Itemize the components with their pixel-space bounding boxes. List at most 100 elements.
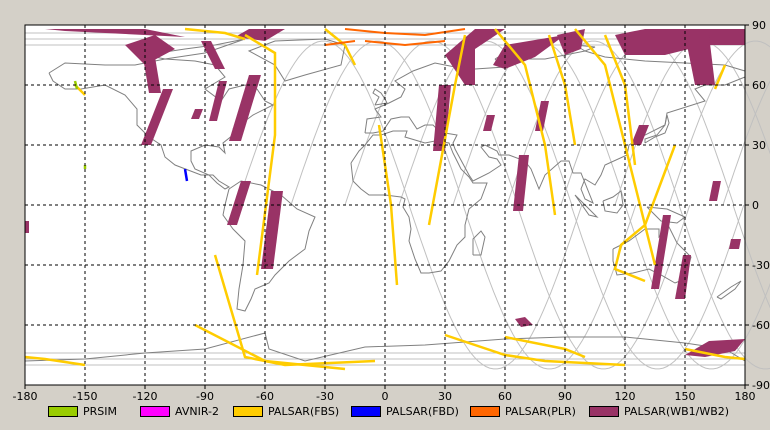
legend-label-palsar-fbs: PALSAR(FBS) xyxy=(268,404,340,418)
coastline-layer xyxy=(24,38,746,362)
swath-palsar-wb xyxy=(25,221,29,233)
swath-palsar-fbs xyxy=(184,27,246,41)
legend-label-palsar-plr: PALSAR(PLR) xyxy=(505,404,576,418)
legend-label-avnir2: AVNIR-2 xyxy=(175,404,219,418)
swath-palsar-wb xyxy=(191,109,203,119)
swath-palsar-wb xyxy=(493,35,565,69)
orbit-track xyxy=(570,204,745,370)
legend-item-palsar-plr: PALSAR(PLR) xyxy=(470,403,576,419)
coastline xyxy=(644,114,670,144)
coastline xyxy=(364,50,746,205)
swath-palsar-plr xyxy=(324,40,356,46)
legend: PRSIM AVNIR-2 PALSAR(FBS) PALSAR(FBD) PA… xyxy=(0,401,770,425)
lon-tick-label: -90 xyxy=(196,390,214,400)
swath-palsar-wb xyxy=(445,29,505,85)
lon-tick-label: 120 xyxy=(615,390,636,400)
swath-palsar-wb xyxy=(651,215,671,289)
swath-palsar-fbd xyxy=(183,168,189,182)
swath-palsar-wb xyxy=(631,125,649,145)
coastline xyxy=(350,130,488,274)
lat-tick-label: -30 xyxy=(752,259,770,272)
lat-tick-label: 90 xyxy=(752,19,766,32)
swath-palsar-wb xyxy=(201,41,225,69)
swath-palsar-wb xyxy=(209,81,227,121)
swath-palsar-plr xyxy=(364,40,446,47)
coastline xyxy=(716,280,742,300)
legend-item-prsim: PRSIM xyxy=(48,403,117,419)
coastline xyxy=(372,88,388,106)
legend-swatch-avnir2 xyxy=(140,405,170,417)
lon-tick-label: -150 xyxy=(73,390,98,400)
observation-swath-layer xyxy=(24,27,746,371)
coastline xyxy=(24,332,746,362)
legend-label-prsim: PRSIM xyxy=(83,404,117,418)
swath-palsar-wb xyxy=(709,181,721,201)
lon-tick-label: -60 xyxy=(256,390,274,400)
orbit-track xyxy=(516,204,691,370)
lon-tick-label: -180 xyxy=(13,390,38,400)
lon-tick-label: 180 xyxy=(735,390,756,400)
coastline xyxy=(602,190,624,214)
swath-palsar-wb xyxy=(125,35,175,65)
orbit-track xyxy=(668,40,770,206)
lon-tick-label: 30 xyxy=(438,390,452,400)
lat-tick-label: 30 xyxy=(752,139,766,152)
axis-tick-labels: -180 -150 -120 -90 -60 -30 0 30 60 90 120 150 180 90 6… xyxy=(13,19,770,403)
swath-palsar-wb xyxy=(729,239,741,249)
swath-palsar-fbs xyxy=(24,355,86,367)
swath-palsar-wb xyxy=(675,255,691,299)
legend-swatch-palsar-plr xyxy=(470,405,500,417)
lon-tick-label: 60 xyxy=(498,390,512,400)
legend-item-palsar-fbd: PALSAR(FBD) xyxy=(351,403,459,419)
lat-tick-label: -90 xyxy=(752,379,770,392)
orbit-track xyxy=(722,80,770,206)
orbit-track xyxy=(236,40,411,206)
swath-palsar-wb xyxy=(229,75,261,141)
swath-palsar-wb xyxy=(483,115,495,131)
legend-label-palsar-wb: PALSAR(WB1/WB2) xyxy=(624,404,730,418)
lon-tick-label: -120 xyxy=(133,390,158,400)
coastline xyxy=(472,230,486,256)
orbit-track xyxy=(408,204,583,370)
swath-palsar-fbs xyxy=(324,28,357,66)
swath-palsar-wb xyxy=(513,155,529,211)
lon-tick-label: 90 xyxy=(558,390,572,400)
swath-palsar-wb xyxy=(227,181,251,225)
legend-item-avnir2: AVNIR-2 xyxy=(140,403,219,419)
lat-tick-label: 0 xyxy=(752,199,759,212)
legend-swatch-palsar-wb xyxy=(589,405,619,417)
swath-palsar-fbs xyxy=(444,333,626,367)
swath-palsar-wb xyxy=(45,29,185,37)
orbit-track xyxy=(732,204,770,309)
coastline xyxy=(646,206,686,224)
legend-label-palsar-fbd: PALSAR(FBD) xyxy=(386,404,459,418)
orbit-track xyxy=(506,40,681,206)
legend-swatch-prsim xyxy=(48,405,78,417)
swath-palsar-wb xyxy=(615,29,745,55)
lon-tick-label: 0 xyxy=(382,390,389,400)
orbit-track xyxy=(290,40,465,206)
legend-swatch-palsar-fbd xyxy=(351,405,381,417)
swath-palsar-wb xyxy=(685,35,715,85)
swath-palsar-fbs xyxy=(684,347,746,361)
orbit-track xyxy=(678,204,770,370)
swath-palsar-wb xyxy=(261,191,283,269)
swath-palsar-wb xyxy=(141,89,173,145)
orbit-track xyxy=(462,204,637,370)
legend-item-palsar-wb: PALSAR(WB1/WB2) xyxy=(589,403,729,419)
swath-palsar-wb xyxy=(557,29,585,55)
legend-item-palsar-fbs: PALSAR(FBS) xyxy=(233,403,339,419)
coastline xyxy=(574,194,599,218)
coastline xyxy=(222,180,316,312)
swath-palsar-fbs xyxy=(427,34,467,226)
lat-tick-label: -60 xyxy=(752,319,770,332)
world-map[interactable]: -180 -150 -120 -90 -60 -30 0 30 60 90 120 150 180 90 6… xyxy=(0,0,770,403)
coastline xyxy=(247,38,346,82)
swath-palsar-wb xyxy=(235,29,285,41)
lat-tick-label: 60 xyxy=(752,79,766,92)
legend-swatch-palsar-fbs xyxy=(233,405,263,417)
lon-tick-label: -30 xyxy=(316,390,334,400)
lon-tick-label: 150 xyxy=(675,390,696,400)
swath-palsar-fbs xyxy=(494,28,557,216)
